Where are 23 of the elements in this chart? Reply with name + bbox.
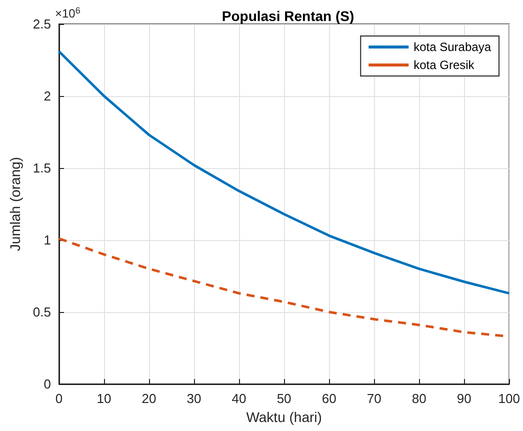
y-tick-label: 0.5 (32, 304, 51, 320)
x-tick-label: 60 (322, 391, 336, 406)
x-axis-title: Waktu (hari) (246, 408, 322, 425)
x-tick-label: 40 (232, 391, 246, 406)
legend-label: kota Surabaya (414, 40, 492, 54)
y-tick-label: 1 (44, 232, 51, 248)
x-tick-label: 80 (412, 391, 426, 406)
legend-label: kota Gresik (414, 58, 476, 72)
y-tick-label: 2 (44, 88, 51, 104)
x-tick-label: 70 (366, 391, 382, 406)
x-tick-label: 30 (186, 391, 202, 406)
y-tick-label: 2.5 (32, 16, 51, 32)
x-tick-label: 100 (498, 391, 520, 406)
x-tick-label: 10 (96, 391, 112, 406)
line-series (58, 237, 510, 338)
x-tick-label: 0 (55, 391, 63, 406)
y-tick-label: 0 (44, 376, 51, 392)
y-tick-label: 1.5 (32, 160, 51, 176)
chart-title: Populasi Rentan (S) (222, 8, 354, 24)
y-axis-title: Jumlah (orang) (7, 156, 23, 252)
x-tick-label: 50 (276, 391, 292, 406)
x-tick-label: 20 (142, 391, 156, 406)
x-tick-label: 90 (456, 391, 472, 406)
